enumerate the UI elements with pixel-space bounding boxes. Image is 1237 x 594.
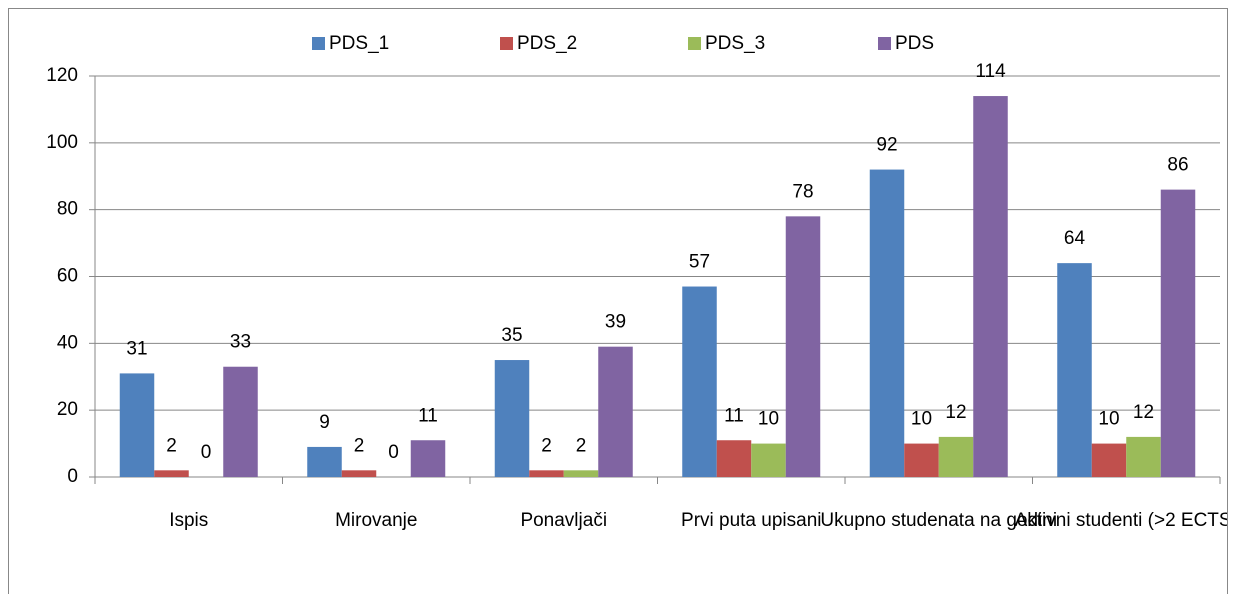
x-tick-label: Ponavljači — [520, 510, 607, 531]
bar — [682, 286, 717, 477]
value-label: 10 — [758, 409, 779, 430]
value-label: 0 — [201, 442, 212, 463]
value-label: 64 — [1064, 228, 1086, 249]
bar — [410, 440, 446, 477]
y-tick-label: 120 — [46, 65, 78, 86]
value-label: 2 — [166, 435, 177, 456]
value-label: 35 — [501, 325, 522, 346]
y-tick-label: 20 — [57, 399, 78, 420]
value-label: 39 — [605, 312, 626, 333]
value-label: 12 — [945, 402, 966, 423]
y-tick-label: 100 — [46, 132, 78, 153]
value-label: 11 — [724, 405, 744, 426]
legend-label: PDS_1 — [329, 33, 389, 54]
bar — [598, 346, 633, 477]
value-label: 86 — [1167, 155, 1188, 176]
legend-label: PDS — [895, 33, 934, 54]
legend-label: PDS_2 — [517, 33, 577, 54]
y-tick-label: 60 — [57, 266, 78, 287]
value-label: 10 — [911, 409, 932, 430]
value-label: 2 — [576, 435, 587, 456]
legend-swatch — [878, 37, 891, 50]
value-label: 2 — [354, 435, 365, 456]
bar — [973, 96, 1008, 478]
chart-border — [8, 8, 1228, 594]
x-tick-label: Ukupno studenata na godini — [820, 510, 1057, 531]
legend-swatch — [500, 37, 513, 50]
bar — [341, 470, 377, 477]
value-label: 78 — [792, 181, 813, 202]
x-tick-label: Prvi puta upisani — [681, 510, 821, 531]
bar — [494, 360, 530, 477]
bar — [1126, 436, 1161, 477]
y-tick-label: 80 — [57, 199, 78, 220]
bar — [223, 366, 258, 477]
legend-label: PDS_3 — [705, 33, 765, 54]
bar — [716, 440, 752, 477]
y-tick-label: 40 — [57, 332, 78, 353]
value-label: 57 — [689, 252, 710, 273]
bar — [938, 436, 974, 477]
x-tick-label: Ispis — [169, 510, 208, 531]
bar — [154, 470, 189, 477]
bar — [869, 169, 905, 478]
bar — [307, 446, 342, 477]
value-label: 114 — [975, 61, 1006, 82]
value-label: 31 — [126, 338, 147, 359]
bar — [785, 216, 821, 477]
bar — [751, 443, 786, 477]
value-label: 2 — [541, 435, 552, 456]
legend-swatch — [312, 37, 325, 50]
value-label: 12 — [1133, 402, 1154, 423]
x-tick-label: Mirovanje — [335, 510, 417, 531]
bar — [119, 373, 155, 477]
value-label: 10 — [1098, 409, 1119, 430]
value-label: 9 — [319, 412, 330, 433]
bar — [1057, 263, 1092, 477]
value-label: 0 — [388, 442, 399, 463]
value-label: 33 — [230, 332, 251, 353]
bar — [1160, 189, 1196, 477]
legend-swatch — [688, 37, 701, 50]
y-tick-label: 0 — [67, 466, 78, 487]
bar — [529, 470, 564, 477]
bar — [904, 443, 939, 477]
x-tick-label: Aktivni studenti (>2 ECTS) — [1015, 510, 1237, 531]
value-label: 11 — [418, 405, 438, 426]
bar — [1091, 443, 1127, 477]
value-label: 92 — [876, 135, 897, 156]
bar — [563, 470, 599, 477]
